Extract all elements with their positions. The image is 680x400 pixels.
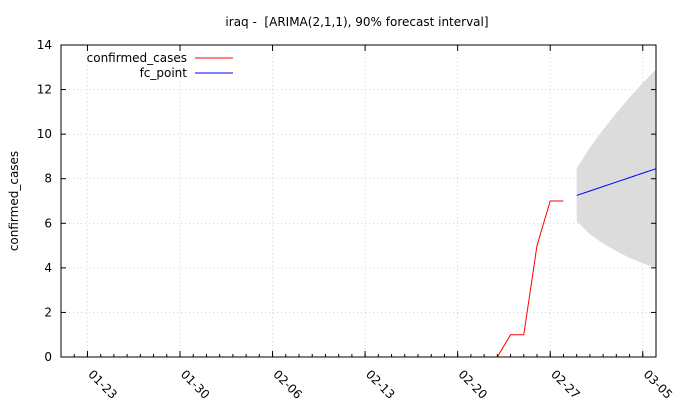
forecast-interval-layer xyxy=(576,69,656,268)
y-tick-label: 4 xyxy=(44,261,52,275)
chart-title: iraq - [ARIMA(2,1,1), 90% forecast inter… xyxy=(225,15,488,29)
y-tick-label: 8 xyxy=(44,172,52,186)
forecast-interval-band xyxy=(576,69,656,268)
y-tick-label: 10 xyxy=(37,127,52,141)
legend-label: fc_point xyxy=(140,66,188,80)
y-tick-label: 14 xyxy=(37,38,52,52)
y-axis-label: confirmed_cases xyxy=(7,151,21,251)
y-tick-label: 12 xyxy=(37,83,52,97)
y-tick-label: 0 xyxy=(44,350,52,364)
plot-frame xyxy=(60,44,657,358)
legend-label: confirmed_cases xyxy=(87,51,187,65)
y-tick-label: 2 xyxy=(44,305,52,319)
fc_point-line xyxy=(576,168,657,196)
y-tick-label: 6 xyxy=(44,216,52,230)
